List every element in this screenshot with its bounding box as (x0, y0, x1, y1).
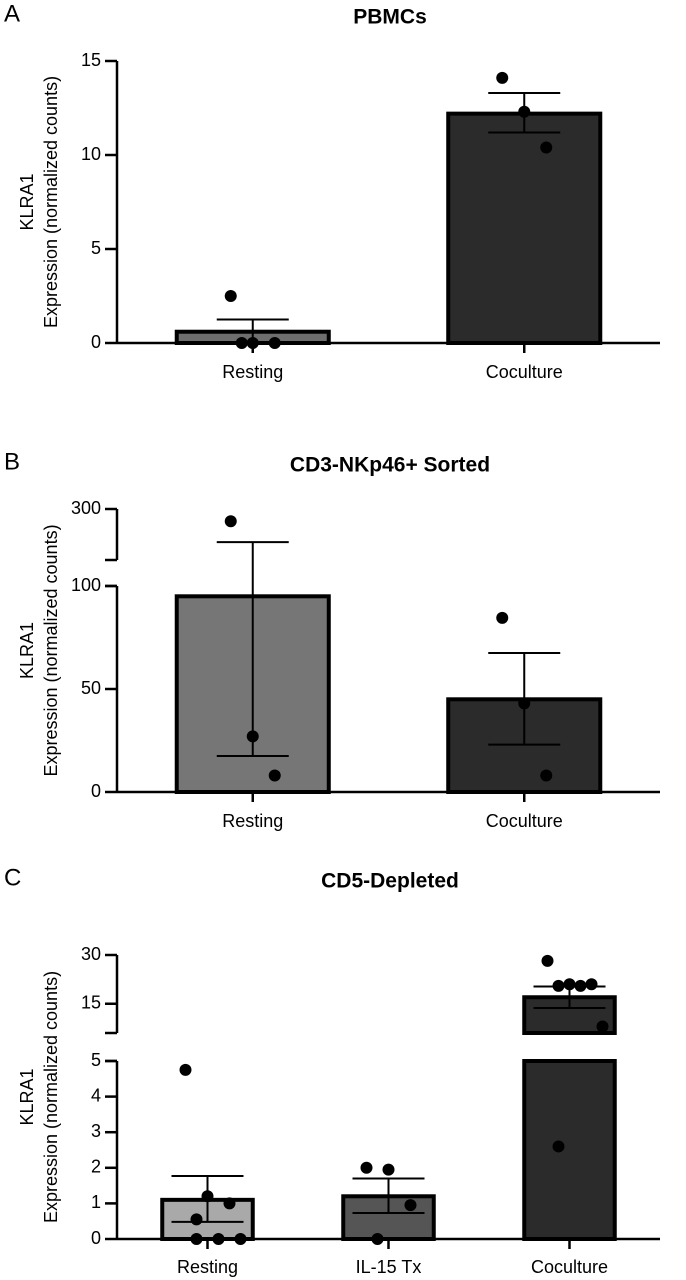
y-tick-label: 0 (91, 781, 101, 801)
data-point (201, 1190, 214, 1203)
y-axis-label: KLRA1 (17, 622, 37, 679)
x-tick-label: IL-15 Tx (356, 1257, 422, 1277)
data-point (496, 71, 509, 84)
data-point (190, 1233, 203, 1245)
data-point (360, 1161, 373, 1174)
data-point (552, 979, 565, 992)
y-tick-label: 50 (81, 678, 101, 698)
data-point (224, 290, 237, 302)
chart-title: CD5-Depleted (321, 870, 459, 893)
data-point (540, 141, 553, 154)
x-tick-label: Resting (177, 1257, 238, 1277)
y-tick-label: 100 (71, 575, 101, 595)
y-tick-label: 5 (91, 238, 101, 258)
data-point (382, 1163, 395, 1176)
y-tick-label: 3 (91, 1121, 101, 1141)
y-tick-label: 30 (81, 944, 101, 964)
y-tick-label: 0 (91, 1228, 101, 1248)
y-axis-label: Expression (normalized counts) (41, 76, 61, 328)
y-axis-label: KLRA1 (17, 1068, 37, 1125)
data-point (496, 611, 509, 624)
chart-title: CD3-NKp46+ Sorted (290, 454, 490, 477)
data-point (212, 1233, 225, 1245)
data-point (518, 105, 531, 118)
panel-label: B (4, 448, 20, 475)
y-tick-label: 15 (81, 993, 101, 1013)
data-point (574, 979, 587, 992)
data-point (563, 978, 576, 991)
data-point (540, 769, 553, 782)
bar (522, 1059, 617, 1241)
data-point (268, 337, 281, 349)
chart-title: PBMCs (353, 6, 427, 29)
y-tick-label: 300 (71, 498, 101, 518)
y-tick-label: 5 (91, 1050, 101, 1070)
panel-label: A (4, 0, 20, 27)
data-point (179, 1063, 192, 1076)
x-tick-label: Coculture (486, 362, 563, 382)
data-point (223, 1197, 236, 1210)
data-point (235, 337, 248, 349)
y-tick-label: 4 (91, 1085, 101, 1105)
y-tick-label: 1 (91, 1192, 101, 1212)
panel-label: C (4, 864, 21, 891)
bar (446, 111, 603, 345)
data-point (246, 730, 259, 743)
data-point (552, 1140, 565, 1153)
y-tick-label: 10 (81, 144, 101, 164)
data-point (224, 515, 237, 528)
data-point (371, 1233, 384, 1245)
data-point (268, 769, 281, 782)
y-tick-label: 15 (81, 50, 101, 70)
y-tick-label: 2 (91, 1157, 101, 1177)
y-axis-label: KLRA1 (17, 173, 37, 230)
data-point (518, 697, 531, 710)
y-axis-label: Expression (normalized counts) (41, 971, 61, 1223)
data-point (541, 954, 554, 967)
data-point (190, 1213, 203, 1226)
x-tick-label: Coculture (486, 811, 563, 831)
y-tick-label: 0 (91, 332, 101, 352)
data-point (404, 1199, 417, 1212)
data-point (596, 1020, 609, 1033)
data-point (246, 337, 259, 349)
y-axis-label: Expression (normalized counts) (41, 524, 61, 776)
x-tick-label: Coculture (531, 1257, 608, 1277)
data-point (585, 978, 598, 991)
x-tick-label: Resting (222, 362, 283, 382)
data-point (234, 1233, 247, 1245)
x-tick-label: Resting (222, 811, 283, 831)
